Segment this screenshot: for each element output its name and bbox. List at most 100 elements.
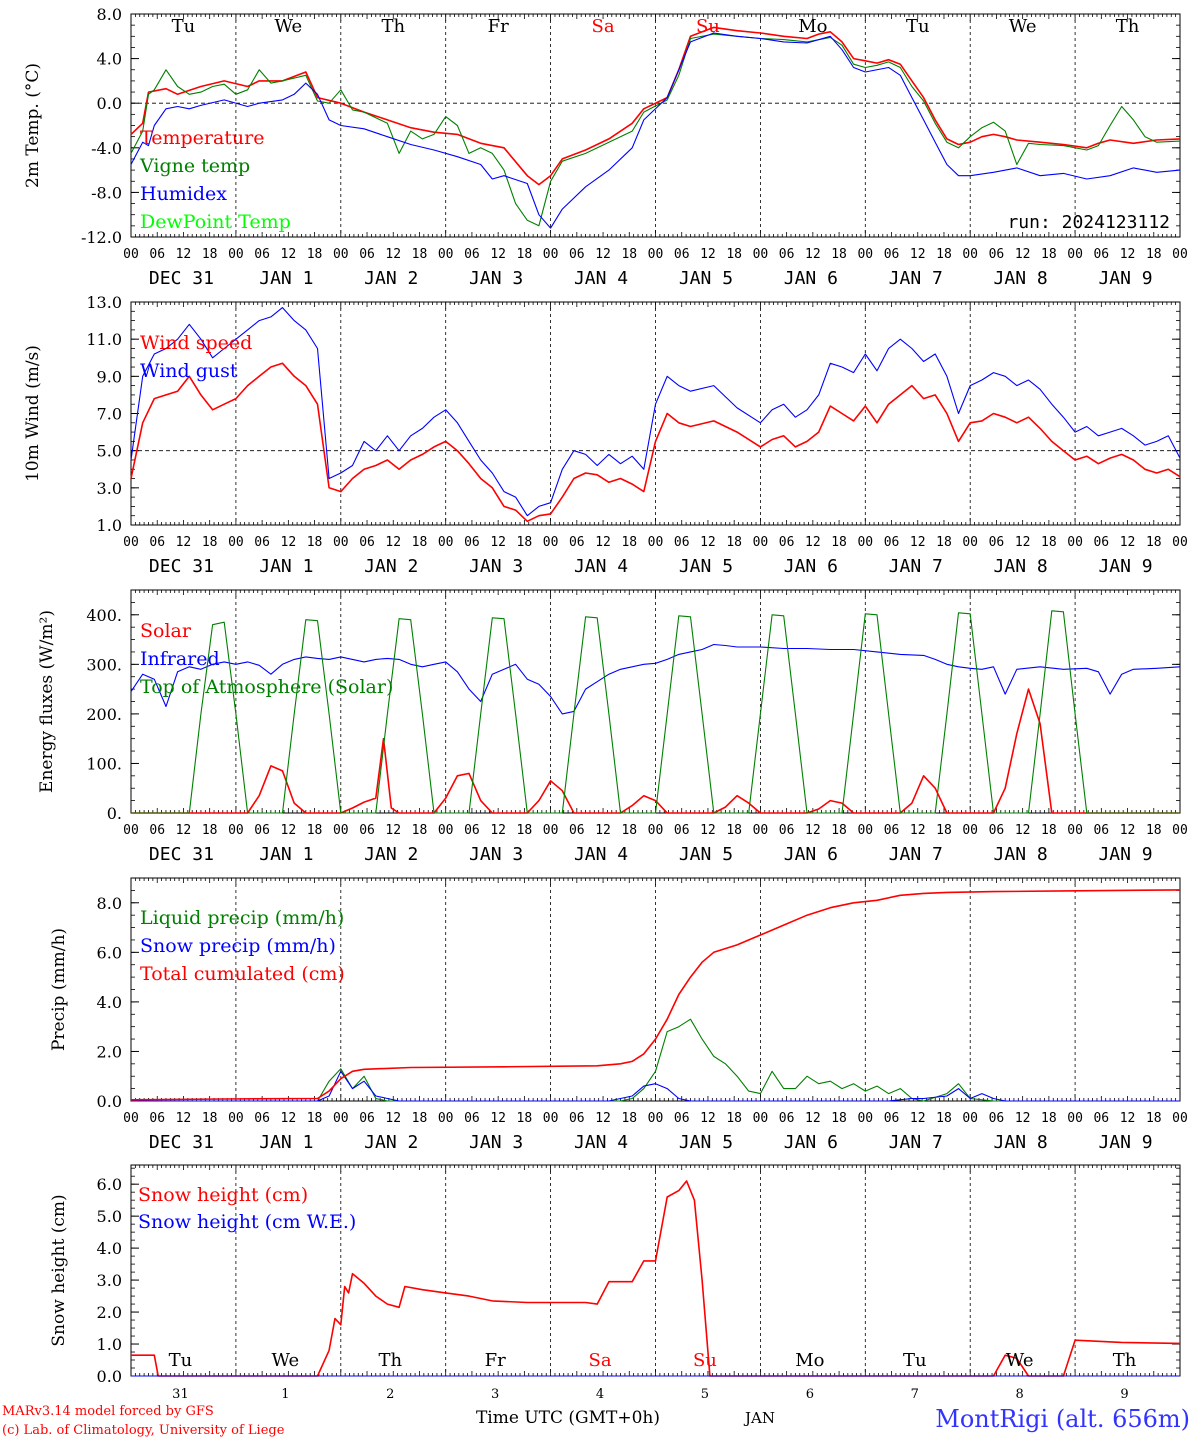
date-label: JAN 3 xyxy=(469,268,523,289)
hour-label: 06 xyxy=(1093,535,1109,550)
date-label: JAN 6 xyxy=(784,1132,838,1153)
plot-frame xyxy=(130,301,1181,526)
hour-label: 12 xyxy=(490,1111,506,1126)
legend-entry: Humidex xyxy=(140,183,227,205)
y-axis-label: Snow height (cm) xyxy=(49,1194,69,1346)
day-label: We xyxy=(1009,16,1037,37)
day-number-label: 3 xyxy=(491,1387,499,1402)
hour-label: 18 xyxy=(307,1111,323,1126)
date-label: DEC 31 xyxy=(149,268,214,289)
hour-label: 12 xyxy=(1120,823,1136,838)
hour-label: 06 xyxy=(884,247,900,262)
y-axis-label: 10m Wind (m/s) xyxy=(23,345,43,482)
hour-label: 06 xyxy=(779,247,795,262)
hour-label: 18 xyxy=(726,823,742,838)
legend-entry: DewPoint Temp xyxy=(140,211,291,233)
hour-label: 06 xyxy=(989,823,1005,838)
hour-label: 00 xyxy=(543,535,559,550)
chart-panel-4: 8.0 6.0 4.0 2.0 0.0 Precip (mm/h) Liquid preci… xyxy=(49,877,1188,1153)
hour-label: 12 xyxy=(490,247,506,262)
legend-entry: Snow height (cm) xyxy=(138,1184,308,1206)
hour-label: 18 xyxy=(307,535,323,550)
hour-label: 00 xyxy=(228,1111,244,1126)
hour-label: 06 xyxy=(569,247,585,262)
legend-entry: Top of Atmosphere (Solar) xyxy=(140,676,393,698)
hour-label: 06 xyxy=(149,535,165,550)
hour-label: 06 xyxy=(149,1111,165,1126)
hour-label: 12 xyxy=(700,823,716,838)
hour-label: 00 xyxy=(962,247,978,262)
hour-label: 00 xyxy=(123,823,139,838)
date-label: JAN 6 xyxy=(784,268,838,289)
hour-label: 18 xyxy=(936,535,952,550)
hour-label: 06 xyxy=(149,823,165,838)
hour-label: 06 xyxy=(674,823,690,838)
date-label: JAN 2 xyxy=(364,1132,418,1153)
hour-label: 06 xyxy=(779,823,795,838)
hour-label: 00 xyxy=(962,823,978,838)
date-label: JAN 9 xyxy=(1098,556,1152,577)
y-tick-label: 200. xyxy=(86,705,122,724)
hour-label: 06 xyxy=(884,1111,900,1126)
y-tick-label: 6.0 xyxy=(97,943,122,962)
hour-label: 00 xyxy=(438,1111,454,1126)
day-number-label: 31 xyxy=(172,1387,189,1402)
hour-label: 00 xyxy=(648,247,664,262)
hour-label: 06 xyxy=(779,1111,795,1126)
series-line-3 xyxy=(130,889,1181,1101)
day-label: We xyxy=(272,1350,300,1371)
hour-label: 00 xyxy=(1172,1111,1188,1126)
hour-label: 06 xyxy=(989,1111,1005,1126)
hour-label: 00 xyxy=(857,1111,873,1126)
hour-label: 18 xyxy=(621,535,637,550)
legend-entry: Vigne temp xyxy=(139,155,250,177)
hour-label: 18 xyxy=(202,1111,218,1126)
hour-label: 18 xyxy=(517,247,533,262)
hour-label: 06 xyxy=(989,247,1005,262)
y-tick-label: -8.0 xyxy=(91,183,122,202)
footer-model-credit: MARv3.14 model forced by GFS xyxy=(2,1404,214,1419)
y-tick-label: 4.0 xyxy=(97,50,122,69)
date-label: JAN 2 xyxy=(364,268,418,289)
legend-entry: Liquid precip (mm/h) xyxy=(140,907,344,929)
date-label: JAN 7 xyxy=(889,1132,943,1153)
hour-label: 12 xyxy=(176,1111,192,1126)
hour-label: 18 xyxy=(1041,1111,1057,1126)
date-label: JAN 4 xyxy=(574,1132,628,1153)
hour-label: 12 xyxy=(595,1111,611,1126)
hour-label: 06 xyxy=(674,1111,690,1126)
legend-entry: Wind speed xyxy=(140,332,252,354)
hour-label: 18 xyxy=(936,247,952,262)
hour-label: 12 xyxy=(281,247,297,262)
date-label: JAN 3 xyxy=(469,1132,523,1153)
hour-label: 18 xyxy=(202,823,218,838)
date-label: JAN 6 xyxy=(784,844,838,865)
hour-label: 06 xyxy=(359,823,375,838)
hour-label: 00 xyxy=(753,823,769,838)
y-tick-label: 5.0 xyxy=(97,1207,122,1226)
hour-label: 06 xyxy=(149,247,165,262)
hour-label: 12 xyxy=(385,823,401,838)
hour-label: 18 xyxy=(1041,247,1057,262)
day-label: Th xyxy=(1116,16,1140,37)
y-tick-label: 5.0 xyxy=(97,442,122,461)
day-number-label: 1 xyxy=(281,1387,289,1402)
hour-label: 00 xyxy=(962,1111,978,1126)
date-label: JAN 7 xyxy=(889,268,943,289)
date-label: JAN 1 xyxy=(259,556,313,577)
hour-label: 00 xyxy=(753,1111,769,1126)
y-tick-label: 4.0 xyxy=(97,1239,122,1258)
hour-label: 00 xyxy=(1067,535,1083,550)
hour-label: 12 xyxy=(700,1111,716,1126)
date-label: JAN 9 xyxy=(1098,1132,1152,1153)
hour-label: 12 xyxy=(1120,535,1136,550)
hour-label: 06 xyxy=(569,1111,585,1126)
day-number-label: 9 xyxy=(1120,1387,1128,1402)
hour-label: 18 xyxy=(621,247,637,262)
hour-label: 00 xyxy=(333,1111,349,1126)
series-line-1 xyxy=(130,362,1181,523)
hour-label: 00 xyxy=(753,535,769,550)
date-label: JAN 5 xyxy=(679,1132,733,1153)
hour-label: 06 xyxy=(989,535,1005,550)
date-label: JAN 4 xyxy=(574,268,628,289)
